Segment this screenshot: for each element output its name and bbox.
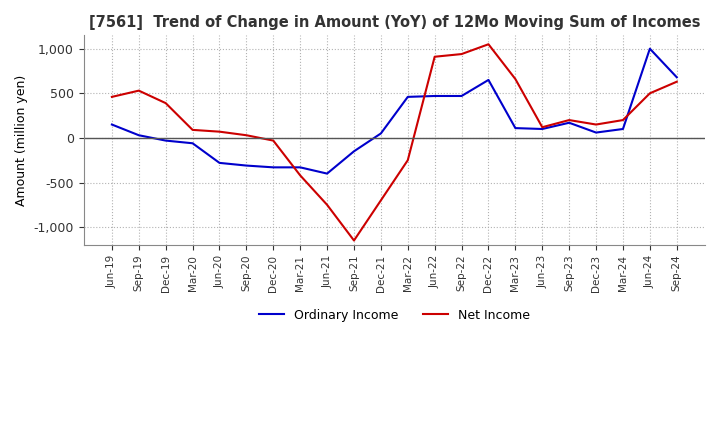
Net Income	[538, 125, 546, 130]
Title: [7561]  Trend of Change in Amount (YoY) of 12Mo Moving Sum of Incomes: [7561] Trend of Change in Amount (YoY) o…	[89, 15, 700, 30]
Net Income	[484, 42, 492, 47]
Net Income	[135, 88, 143, 93]
Ordinary Income	[296, 165, 305, 170]
Ordinary Income	[188, 141, 197, 146]
Net Income	[323, 202, 331, 207]
Net Income	[646, 91, 654, 96]
Net Income	[377, 198, 385, 203]
Ordinary Income	[269, 165, 278, 170]
Net Income	[215, 129, 224, 134]
Ordinary Income	[618, 126, 627, 132]
Ordinary Income	[538, 126, 546, 132]
Ordinary Income	[377, 131, 385, 136]
Net Income	[296, 173, 305, 178]
Ordinary Income	[646, 46, 654, 51]
Ordinary Income	[672, 75, 681, 80]
Ordinary Income	[323, 171, 331, 176]
Legend: Ordinary Income, Net Income: Ordinary Income, Net Income	[253, 304, 535, 327]
Ordinary Income	[431, 93, 439, 99]
Net Income	[431, 54, 439, 59]
Net Income	[269, 138, 278, 143]
Ordinary Income	[403, 94, 412, 99]
Net Income	[672, 79, 681, 84]
Net Income	[107, 94, 116, 99]
Net Income	[403, 158, 412, 163]
Ordinary Income	[350, 149, 359, 154]
Ordinary Income	[107, 122, 116, 127]
Net Income	[350, 238, 359, 243]
Ordinary Income	[457, 93, 466, 99]
Ordinary Income	[161, 138, 170, 143]
Net Income	[592, 122, 600, 127]
Net Income	[188, 127, 197, 132]
Net Income	[565, 117, 574, 123]
Ordinary Income	[215, 160, 224, 165]
Ordinary Income	[484, 77, 492, 83]
Ordinary Income	[135, 132, 143, 138]
Net Income	[618, 117, 627, 123]
Net Income	[457, 51, 466, 57]
Ordinary Income	[565, 120, 574, 125]
Line: Ordinary Income: Ordinary Income	[112, 49, 677, 174]
Net Income	[242, 132, 251, 138]
Y-axis label: Amount (million yen): Amount (million yen)	[15, 74, 28, 206]
Net Income	[511, 77, 520, 82]
Ordinary Income	[242, 163, 251, 168]
Ordinary Income	[511, 125, 520, 131]
Ordinary Income	[592, 130, 600, 135]
Line: Net Income: Net Income	[112, 44, 677, 241]
Net Income	[161, 100, 170, 106]
